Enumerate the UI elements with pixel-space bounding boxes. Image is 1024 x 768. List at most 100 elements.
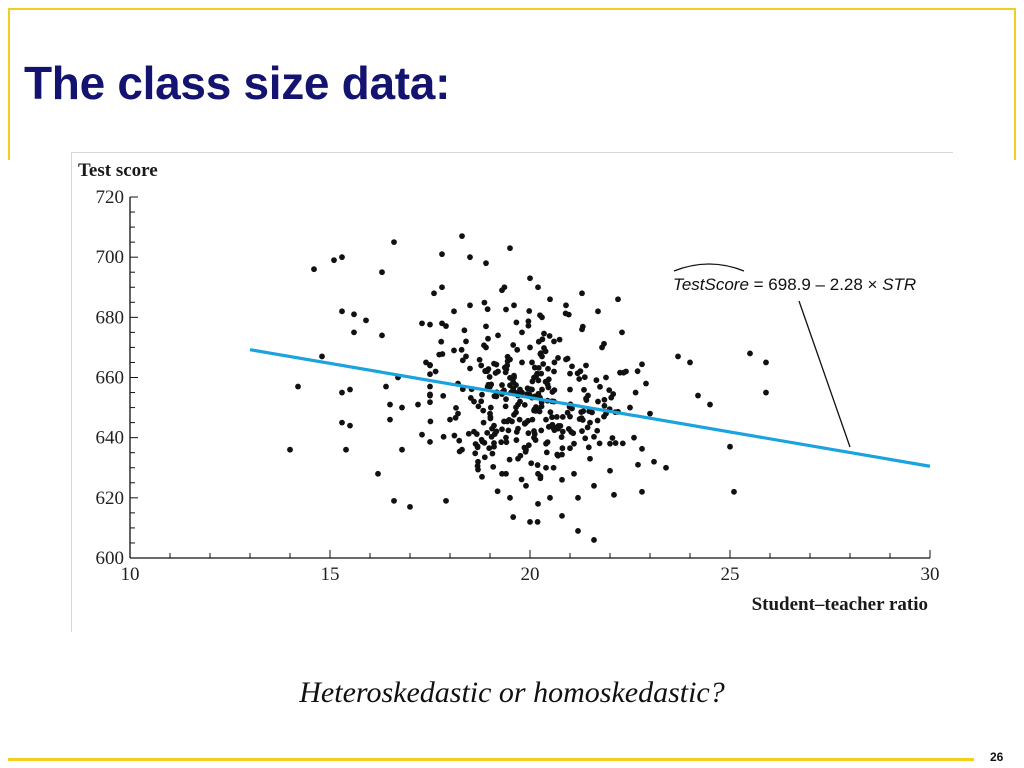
data-point: [467, 254, 473, 261]
data-point: [387, 416, 393, 423]
data-point: [510, 514, 517, 520]
data-point: [503, 439, 510, 446]
data-point: [513, 409, 519, 416]
data-point: [486, 373, 493, 380]
data-point: [479, 473, 485, 480]
data-point: [595, 308, 601, 315]
data-point: [534, 462, 541, 468]
data-point: [513, 404, 519, 411]
data-point: [553, 414, 560, 420]
data-point: [533, 404, 539, 410]
data-point: [459, 357, 466, 364]
data-point: [452, 414, 459, 421]
data-point: [474, 443, 481, 450]
data-point: [551, 387, 558, 394]
data-point: [481, 342, 487, 349]
data-point: [617, 369, 623, 376]
data-point: [339, 389, 345, 396]
data-point: [504, 418, 511, 425]
data-point: [339, 308, 345, 315]
data-point: [487, 404, 494, 411]
data-point: [465, 430, 472, 437]
data-point: [535, 364, 542, 371]
data-point: [478, 398, 485, 405]
data-point: [479, 391, 485, 398]
data-point: [535, 338, 542, 345]
data-point: [507, 245, 513, 252]
data-point: [483, 323, 489, 330]
data-point: [539, 386, 545, 393]
data-point: [427, 371, 433, 378]
data-point: [554, 451, 561, 458]
data-point: [504, 358, 511, 365]
data-point: [559, 451, 565, 458]
y-tick-label: 620: [96, 488, 125, 509]
data-point: [563, 302, 569, 309]
data-point: [535, 377, 542, 384]
data-point: [583, 397, 590, 403]
page-number: 26: [990, 750, 1004, 764]
data-point: [431, 290, 437, 297]
data-point: [525, 430, 532, 437]
data-point: [453, 404, 459, 411]
data-point: [587, 419, 593, 426]
data-point: [475, 403, 482, 410]
data-point: [632, 389, 639, 396]
x-tick-label: 25: [721, 564, 740, 585]
data-point: [432, 368, 439, 375]
data-point: [529, 378, 536, 385]
data-point: [483, 260, 489, 267]
data-point: [459, 233, 465, 240]
data-point: [545, 423, 552, 430]
data-point: [565, 426, 572, 432]
data-point: [559, 476, 565, 483]
data-point: [556, 336, 563, 343]
data-point: [763, 359, 769, 366]
data-point: [525, 442, 532, 449]
data-point: [513, 319, 520, 326]
data-point: [634, 368, 641, 375]
data-point: [507, 494, 513, 501]
data-point: [503, 470, 509, 477]
data-point: [519, 359, 525, 366]
data-point: [559, 414, 566, 420]
data-point: [575, 528, 581, 534]
data-point: [439, 251, 445, 258]
data-point: [601, 396, 608, 403]
data-point: [579, 323, 586, 330]
data-point: [451, 308, 457, 315]
data-point: [532, 437, 539, 443]
data-point: [519, 329, 525, 336]
data-point: [587, 455, 593, 462]
data-point: [495, 332, 501, 339]
data-point: [375, 470, 381, 477]
data-point: [606, 387, 613, 394]
data-point: [499, 382, 505, 388]
data-point: [687, 359, 693, 366]
data-point: [545, 365, 551, 372]
data-point: [731, 488, 737, 495]
data-point: [534, 519, 541, 525]
data-point: [525, 318, 532, 325]
data-point: [639, 488, 645, 495]
data-point: [493, 428, 500, 435]
data-point: [608, 394, 615, 401]
chart-panel: Test score Student–teacher ratio 10 15 20 2…: [71, 152, 953, 632]
data-point: [502, 369, 509, 376]
x-axis-title: Student–teacher ratio: [752, 594, 928, 615]
y-tick-label: 720: [96, 187, 125, 208]
data-point: [458, 346, 465, 353]
data-point: [535, 500, 541, 507]
data-point: [399, 446, 405, 453]
data-point: [379, 269, 385, 276]
data-point: [639, 361, 645, 368]
data-point: [486, 445, 493, 452]
data-point: [311, 266, 317, 273]
data-point: [481, 299, 488, 306]
data-point: [567, 386, 573, 393]
data-point: [480, 407, 487, 414]
data-point: [478, 362, 485, 369]
data-point: [489, 425, 495, 432]
data-point: [399, 404, 405, 411]
data-point: [611, 491, 617, 498]
